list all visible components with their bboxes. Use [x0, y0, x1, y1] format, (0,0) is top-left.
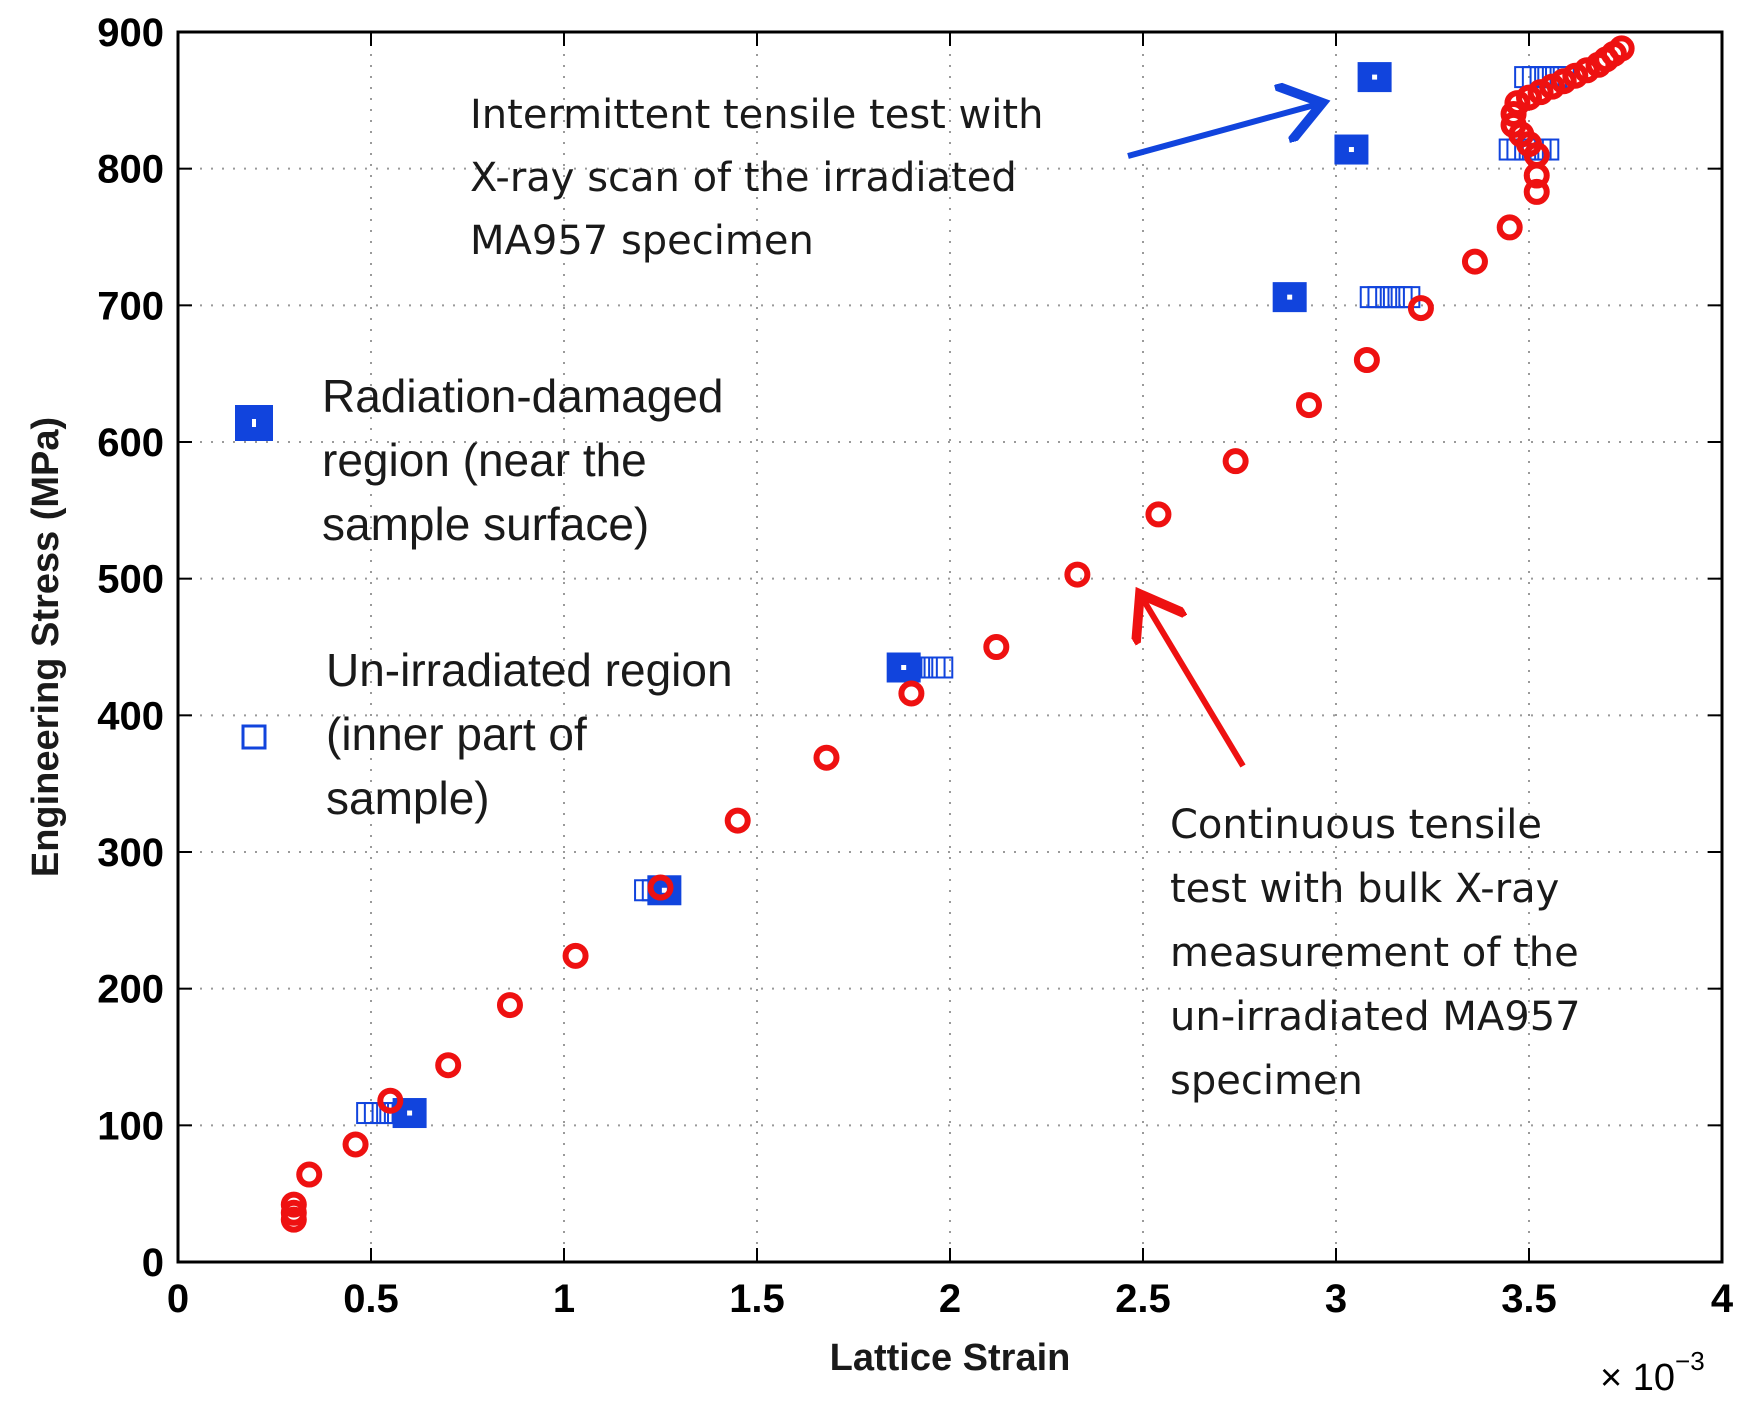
open-circle-point	[562, 942, 589, 969]
grid	[178, 32, 1722, 1262]
open-circle-point	[1145, 501, 1172, 528]
annotation-text-line: test with bulk X-ray	[1170, 866, 1559, 912]
annotation-text-line: measurement of the	[1170, 930, 1579, 976]
x-axis-label: Lattice Strain	[830, 1337, 1071, 1379]
open-circle-point	[1461, 248, 1488, 275]
annotation-text-line: Continuous tensile	[1170, 802, 1542, 848]
annotation-arrow	[1143, 599, 1246, 768]
annotation-text-line: un-irradiated MA957	[1170, 994, 1581, 1040]
y-tick-label: 700	[97, 284, 164, 328]
x-tick-label: 3	[1325, 1277, 1347, 1321]
legend-text-line: sample)	[326, 772, 490, 824]
open-circle-point	[1407, 295, 1434, 322]
open-square-point	[1375, 286, 1398, 309]
x-tick-label: 1	[553, 1277, 575, 1321]
legend-marker-filled-square	[235, 405, 273, 441]
open-circle-point	[1496, 214, 1523, 241]
y-tick-label: 900	[97, 11, 164, 55]
legend-text-line: (inner part of	[326, 708, 587, 760]
open-circle-point	[296, 1161, 323, 1188]
legend-text-line: Un-irradiated region	[326, 644, 733, 696]
filled-square-marker-center	[407, 1110, 413, 1116]
annotation-text-line: Intermittent tensile test with	[470, 92, 1043, 138]
annotation-text-line: specimen	[1170, 1058, 1363, 1104]
axis-ticks	[177, 31, 1723, 1263]
data-points	[280, 35, 1635, 1233]
open-circle-point	[342, 1131, 369, 1158]
filled-square-marker-center	[901, 665, 907, 670]
open-circle-point	[1608, 35, 1635, 62]
filled-square-point	[1272, 282, 1307, 313]
open-circle-point	[898, 680, 925, 707]
y-tick-label: 100	[97, 1104, 164, 1148]
x-axis-multiplier: × 10−3	[1600, 1346, 1705, 1399]
x-tick-labels: 0 0.5 1 1.5 2 2.5 3 3.5 4	[167, 1277, 1734, 1321]
annotation-intermittent: Intermittent tensile test with X-ray scan…	[470, 92, 1317, 264]
filled-square-point	[886, 652, 921, 683]
open-circle-point	[1222, 448, 1249, 475]
y-tick-label: 800	[97, 148, 164, 192]
legend-text-line: Radiation-damaged	[322, 370, 724, 422]
annotations: Intermittent tensile test with X-ray scan…	[470, 92, 1581, 1104]
open-square-point	[1367, 286, 1390, 309]
open-circle-point	[1064, 561, 1091, 588]
y-tick-label: 500	[97, 558, 164, 602]
open-circle-point	[724, 807, 751, 834]
filled-square-marker-center	[661, 887, 667, 893]
y-tick-label: 400	[97, 694, 164, 738]
annotation-continuous: Continuous tensile test with bulk X-ray me…	[1143, 599, 1581, 1104]
open-square-point	[1382, 286, 1405, 309]
open-circle-point	[1523, 162, 1550, 189]
y-tick-labels: 0 100 200 300 400 500 600 700 800 900	[97, 11, 164, 1285]
x-tick-label: 4	[1711, 1277, 1734, 1321]
series-open-circle	[280, 35, 1635, 1233]
open-circle-point	[435, 1052, 462, 1079]
filled-square-marker-center	[1348, 147, 1354, 153]
open-circle-point	[496, 992, 523, 1019]
legend: Radiation-damaged region (near the sample …	[235, 370, 733, 824]
x-tick-label: 1.5	[729, 1277, 785, 1321]
legend-marker-open-square	[241, 724, 267, 750]
open-circle-point	[647, 874, 674, 901]
open-square-point	[356, 1102, 379, 1125]
annotation-text-line: X-ray scan of the irradiated	[470, 155, 1017, 201]
x-tick-label: 2.5	[1115, 1277, 1171, 1321]
filled-square-point	[1334, 134, 1369, 165]
open-circle-point	[813, 744, 840, 771]
x-tick-label: 0.5	[343, 1277, 399, 1321]
filled-square-marker-center	[1287, 294, 1293, 300]
filled-square-marker-center	[1372, 74, 1378, 80]
filled-square-point	[1357, 62, 1392, 93]
x-tick-label: 3.5	[1501, 1277, 1557, 1321]
annotation-text-line: MA957 specimen	[470, 218, 814, 264]
y-tick-label: 0	[142, 1241, 164, 1285]
legend-text-line: region (near the	[322, 434, 647, 486]
open-circle-point	[377, 1087, 404, 1114]
open-circle-point	[1353, 347, 1380, 373]
x-tick-label: 2	[939, 1277, 961, 1321]
open-circle-point	[1295, 392, 1322, 419]
legend-entry-open-square: Un-irradiated region (inner part of sample…	[241, 644, 733, 824]
open-square-point	[931, 656, 954, 679]
open-square-point	[1359, 286, 1382, 309]
y-tick-label: 300	[97, 831, 164, 875]
x-tick-label: 0	[167, 1277, 189, 1321]
open-circle-point	[983, 634, 1010, 660]
legend-marker-center	[252, 419, 256, 427]
y-tick-label: 600	[97, 421, 164, 465]
open-square-point	[923, 656, 946, 679]
y-axis-label: Engineering Stress (MPa)	[25, 417, 67, 877]
open-circle-point	[1523, 178, 1550, 205]
y-tick-label: 200	[97, 968, 164, 1012]
legend-text-line: sample surface)	[322, 498, 649, 550]
legend-entry-filled-square: Radiation-damaged region (near the sample …	[235, 370, 724, 550]
annotation-arrow	[1127, 104, 1317, 159]
open-circle-point	[280, 1191, 307, 1218]
